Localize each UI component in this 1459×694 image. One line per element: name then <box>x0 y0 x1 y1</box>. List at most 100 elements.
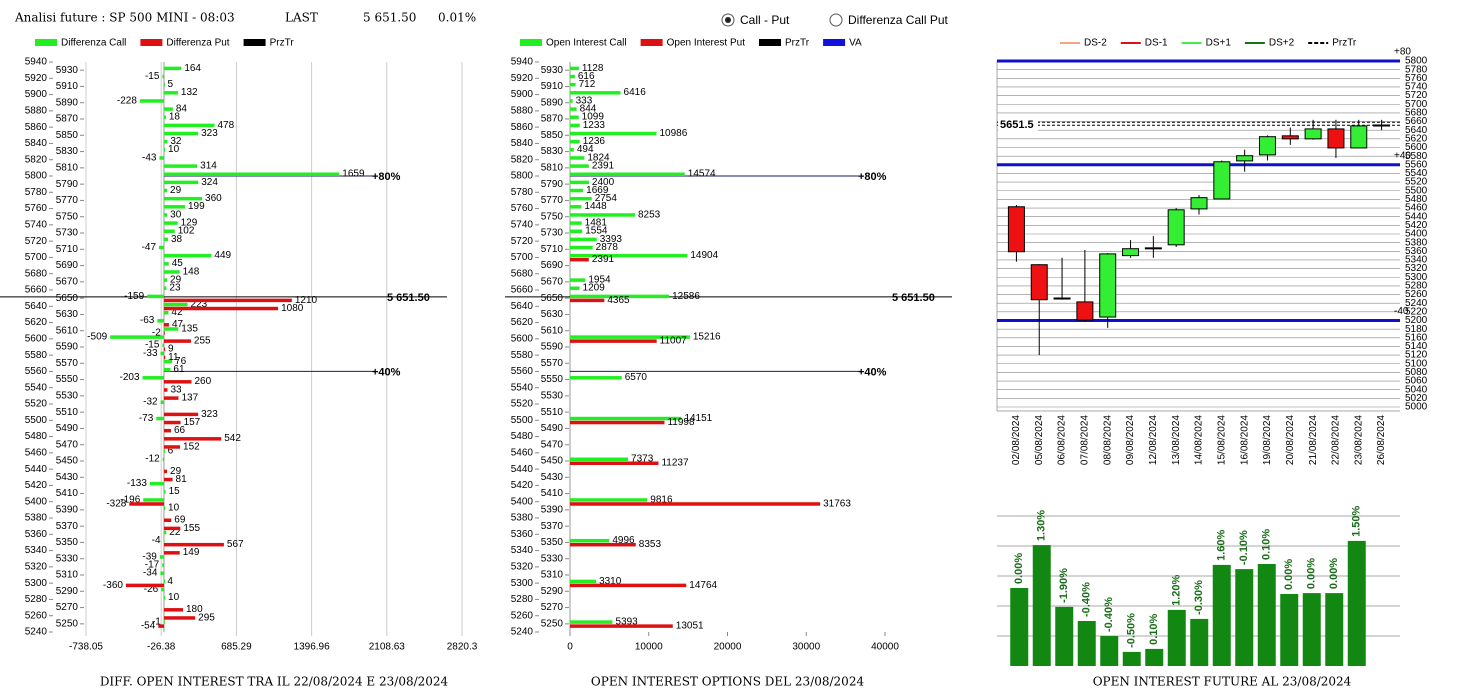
y-tick-label: 5900 <box>511 89 534 100</box>
radio-dot <box>725 17 731 23</box>
radio-label[interactable]: Differenza Call Put <box>848 13 948 27</box>
y-tick-label: 5640 <box>25 301 48 312</box>
bar <box>570 99 573 103</box>
value-label: 2754 <box>595 193 618 204</box>
x-tick-label: 0 <box>567 642 573 653</box>
y-tick-label: 5900 <box>25 89 48 100</box>
value-label: 449 <box>214 250 231 261</box>
x-tick-label: 26/08/2024 <box>1376 415 1387 465</box>
chart-title: DIFF. OPEN INTEREST TRA IL 22/08/2024 E … <box>100 675 449 689</box>
last-label: LAST <box>285 11 318 25</box>
x-tick-label: 21/08/2024 <box>1308 415 1319 465</box>
x-tick-label: 22/08/2024 <box>1331 415 1342 465</box>
radio[interactable] <box>829 13 843 27</box>
bar <box>1055 606 1074 666</box>
y-tick-label: 5420 <box>511 480 534 491</box>
bar <box>159 555 164 559</box>
value-label: -360 <box>103 580 123 591</box>
y-tick-label-inner: 5270 <box>541 602 564 613</box>
value-label: -159 <box>124 291 144 302</box>
y-tick-label-inner: 5910 <box>56 81 79 92</box>
value-label: -15 <box>145 340 160 351</box>
level-label: +40 <box>1394 150 1411 161</box>
radio-diff[interactable]: Differenza Call Put <box>829 13 948 27</box>
y-tick-label: 5680 <box>1405 108 1428 119</box>
candle-body <box>1099 253 1117 318</box>
y-tick-label: 5420 <box>25 480 48 491</box>
legend-label: Differenza Call <box>61 38 126 49</box>
value-label: 567 <box>227 539 244 550</box>
y-tick-label: 5320 <box>25 561 48 572</box>
value-label: 11998 <box>667 417 695 428</box>
y-tick-label: 5780 <box>511 187 534 198</box>
y-tick-label: 5500 <box>25 415 48 426</box>
y-tick-label: 5420 <box>1405 220 1428 231</box>
bar <box>570 416 682 421</box>
value-label: 494 <box>577 144 594 155</box>
level-label: +80% <box>372 171 401 183</box>
y-tick-label-inner: 5590 <box>541 342 564 353</box>
bar <box>163 107 173 111</box>
y-tick-label: 5360 <box>25 529 48 540</box>
candle-body <box>1076 301 1094 321</box>
radio-label[interactable]: Call - Put <box>740 13 790 27</box>
y-tick-label-inner: 5570 <box>56 358 79 369</box>
value-label: 10 <box>168 592 180 603</box>
value-label: 7373 <box>631 454 654 465</box>
y-tick-label-inner: 5710 <box>56 244 79 255</box>
legend-label: PrzTr <box>785 38 810 49</box>
bar <box>570 196 592 201</box>
bar <box>163 306 279 311</box>
value-label: 14764 <box>689 580 717 591</box>
legend-label: DS+2 <box>1269 38 1295 49</box>
value-label: 314 <box>200 160 217 171</box>
value-label: 6570 <box>625 372 648 383</box>
value-label: -17 <box>145 559 160 570</box>
y-tick-label-inner: 5650 <box>541 293 564 304</box>
value-label: -2 <box>152 327 161 338</box>
value-label: -63 <box>140 315 155 326</box>
candle-body <box>1053 297 1071 300</box>
bar <box>570 115 579 119</box>
candle-body <box>1167 209 1185 246</box>
value-label: 1209 <box>583 283 606 294</box>
value-label: 333 <box>576 95 593 106</box>
value-label: 13051 <box>676 620 704 631</box>
bar <box>1325 593 1344 666</box>
value-label: -4 <box>152 535 161 546</box>
bar <box>160 351 164 356</box>
bar <box>163 172 340 176</box>
value-label: 6 <box>168 445 174 456</box>
y-tick-label: 5440 <box>511 464 534 475</box>
candle-body <box>1236 155 1254 162</box>
value-label: 1554 <box>585 226 608 237</box>
bar <box>163 551 180 555</box>
value-label: 81 <box>176 474 188 485</box>
legend-label: PrzTr <box>1332 38 1357 49</box>
bar <box>163 449 165 453</box>
candle-body <box>1327 128 1345 149</box>
bar <box>163 380 192 384</box>
y-tick-label: 5140 <box>1405 341 1428 352</box>
y-tick-label: 5680 <box>25 268 48 279</box>
y-tick-label-inner: 5390 <box>541 504 564 515</box>
bar <box>125 583 164 588</box>
bar <box>570 237 597 242</box>
value-label: 33 <box>170 384 182 395</box>
bar <box>1145 648 1164 666</box>
y-tick-label: 5480 <box>511 431 534 442</box>
value-label: -54 <box>141 620 156 631</box>
bar <box>162 74 164 79</box>
value-label: 29 <box>170 466 182 477</box>
radio-call-put[interactable]: Call - Put <box>721 13 790 27</box>
y-tick-label: 5580 <box>25 350 48 361</box>
value-label: 1448 <box>584 201 607 212</box>
y-tick-label-inner: 5450 <box>541 456 564 467</box>
y-tick-label-inner: 5590 <box>56 342 79 353</box>
y-tick-label: 5080 <box>1405 367 1428 378</box>
value-label: -196 <box>120 494 140 505</box>
y-tick-label-inner: 5610 <box>56 325 79 336</box>
bar-label: -1.90% <box>1058 568 1070 603</box>
bar <box>139 99 164 103</box>
